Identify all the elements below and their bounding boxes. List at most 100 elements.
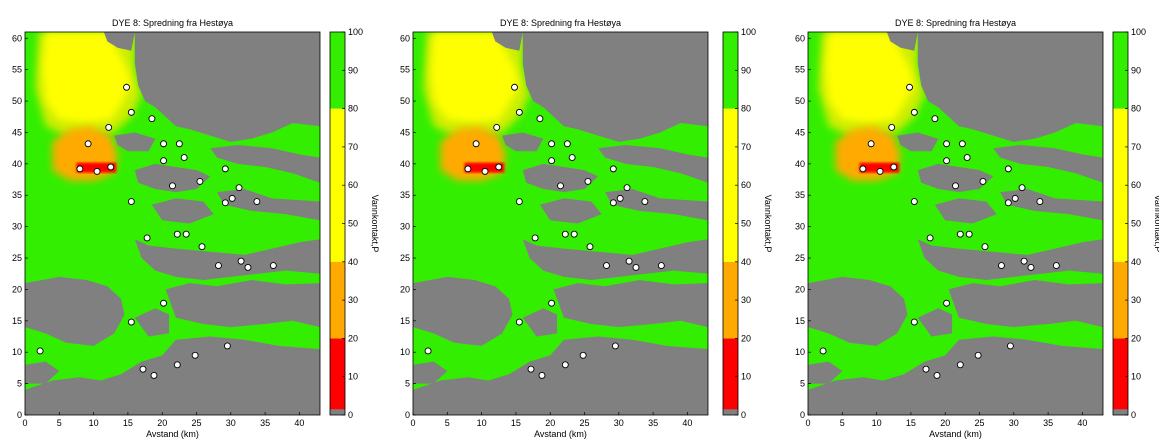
land-area: [114, 132, 156, 152]
land-area: [598, 145, 708, 183]
station-marker: [1011, 194, 1019, 202]
station-marker: [127, 108, 135, 116]
x-tick-label: 25: [975, 418, 985, 428]
station-marker: [568, 154, 576, 162]
colorbar-label: Vannkontakt,P: [370, 195, 380, 253]
station-marker: [611, 342, 619, 350]
station-marker: [253, 198, 261, 205]
station-marker: [859, 165, 867, 173]
colorbar-band: [1113, 108, 1128, 262]
y-tick-label: 55: [795, 65, 805, 75]
colorbar-tick-label: 0: [348, 410, 353, 420]
station-marker: [616, 194, 624, 202]
station-marker: [1052, 262, 1060, 270]
colorbar-band: [723, 108, 738, 262]
colorbar-band: [330, 261, 345, 339]
x-tick-label: 40: [1077, 418, 1087, 428]
colorbar-tick-label: 70: [1131, 142, 1141, 152]
station-marker: [584, 177, 592, 185]
land-area: [217, 189, 320, 221]
station-marker: [107, 163, 115, 171]
colorbar-tick-label: 20: [741, 333, 751, 343]
station-marker: [958, 140, 966, 148]
y-tick-label: 0: [800, 410, 805, 420]
y-tick-label: 30: [400, 222, 410, 232]
land-area: [134, 163, 211, 193]
y-tick-label: 30: [795, 222, 805, 232]
station-marker: [963, 154, 971, 162]
x-tick-label: 20: [940, 418, 950, 428]
spread-zone-yellow: [430, 32, 520, 123]
station-marker: [180, 154, 188, 162]
station-marker: [160, 157, 168, 165]
station-marker: [150, 371, 158, 379]
y-tick-label: 45: [400, 127, 410, 137]
colorbar-tick-label: 50: [348, 219, 358, 229]
land-area: [522, 308, 558, 337]
station-marker: [906, 83, 913, 91]
station-marker: [515, 318, 523, 326]
y-tick-label: 25: [12, 253, 22, 263]
land-area: [162, 72, 218, 98]
y-tick-label: 10: [12, 347, 22, 357]
colorbar-tick-label: 60: [348, 180, 358, 190]
land-area: [522, 163, 599, 193]
x-tick-label: 30: [1009, 418, 1019, 428]
y-tick-label: 35: [795, 190, 805, 200]
x-axis-label: Avstand (km): [929, 429, 982, 439]
station-marker: [931, 115, 939, 123]
land-area: [897, 132, 939, 152]
station-marker: [867, 140, 875, 148]
x-tick-label: 0: [805, 418, 810, 428]
station-marker: [493, 123, 501, 131]
station-marker: [173, 361, 181, 369]
y-tick-label: 20: [400, 284, 410, 294]
station-marker: [175, 140, 183, 148]
y-tick-label: 20: [12, 284, 22, 294]
station-marker: [221, 199, 229, 207]
station-marker: [603, 262, 610, 270]
station-marker: [1020, 257, 1028, 265]
station-marker: [876, 167, 884, 175]
colorbar-tick-label: 40: [348, 257, 358, 267]
station-marker: [922, 365, 930, 373]
x-tick-label: 30: [614, 418, 624, 428]
land-area: [917, 163, 994, 193]
land-area: [605, 189, 708, 221]
station-marker: [1004, 165, 1012, 173]
station-marker: [586, 243, 594, 251]
station-marker: [228, 194, 236, 202]
x-tick-label: 40: [294, 418, 304, 428]
colorbar-band: [330, 338, 345, 415]
colorbar-tick-label: 10: [348, 372, 358, 382]
y-tick-label: 15: [400, 316, 410, 326]
station-marker: [956, 361, 964, 369]
land-area: [945, 72, 1001, 98]
land-area: [522, 239, 708, 280]
y-tick-label: 5: [17, 379, 22, 389]
colorbar-land-band: [330, 409, 345, 415]
x-axis-label: Avstand (km): [534, 429, 587, 439]
station-marker: [93, 167, 101, 175]
land-area: [151, 198, 214, 224]
x-axis-label: Avstand (km): [146, 429, 199, 439]
land-area: [808, 361, 843, 384]
colorbar-tick-label: 70: [348, 142, 358, 152]
spread-zone-red: [464, 162, 505, 173]
y-tick-label: 60: [400, 33, 410, 43]
colorbar-tick-label: 30: [1131, 295, 1141, 305]
x-tick-label: 20: [157, 418, 167, 428]
land-area: [808, 336, 1103, 415]
colorbar-tick-label: 80: [1131, 104, 1141, 114]
colorbar-label: Vannkontakt,P: [1153, 195, 1159, 253]
station-marker: [495, 163, 503, 171]
colorbar-tick-label: 100: [741, 27, 756, 37]
station-marker: [148, 115, 156, 123]
y-tick-label: 55: [12, 65, 22, 75]
station-marker: [169, 182, 176, 190]
x-tick-label: 15: [511, 418, 521, 428]
spread-zone-red: [76, 162, 117, 173]
colorbar-tick-label: 20: [348, 333, 358, 343]
station-marker: [127, 318, 135, 326]
land-area: [1048, 295, 1083, 315]
